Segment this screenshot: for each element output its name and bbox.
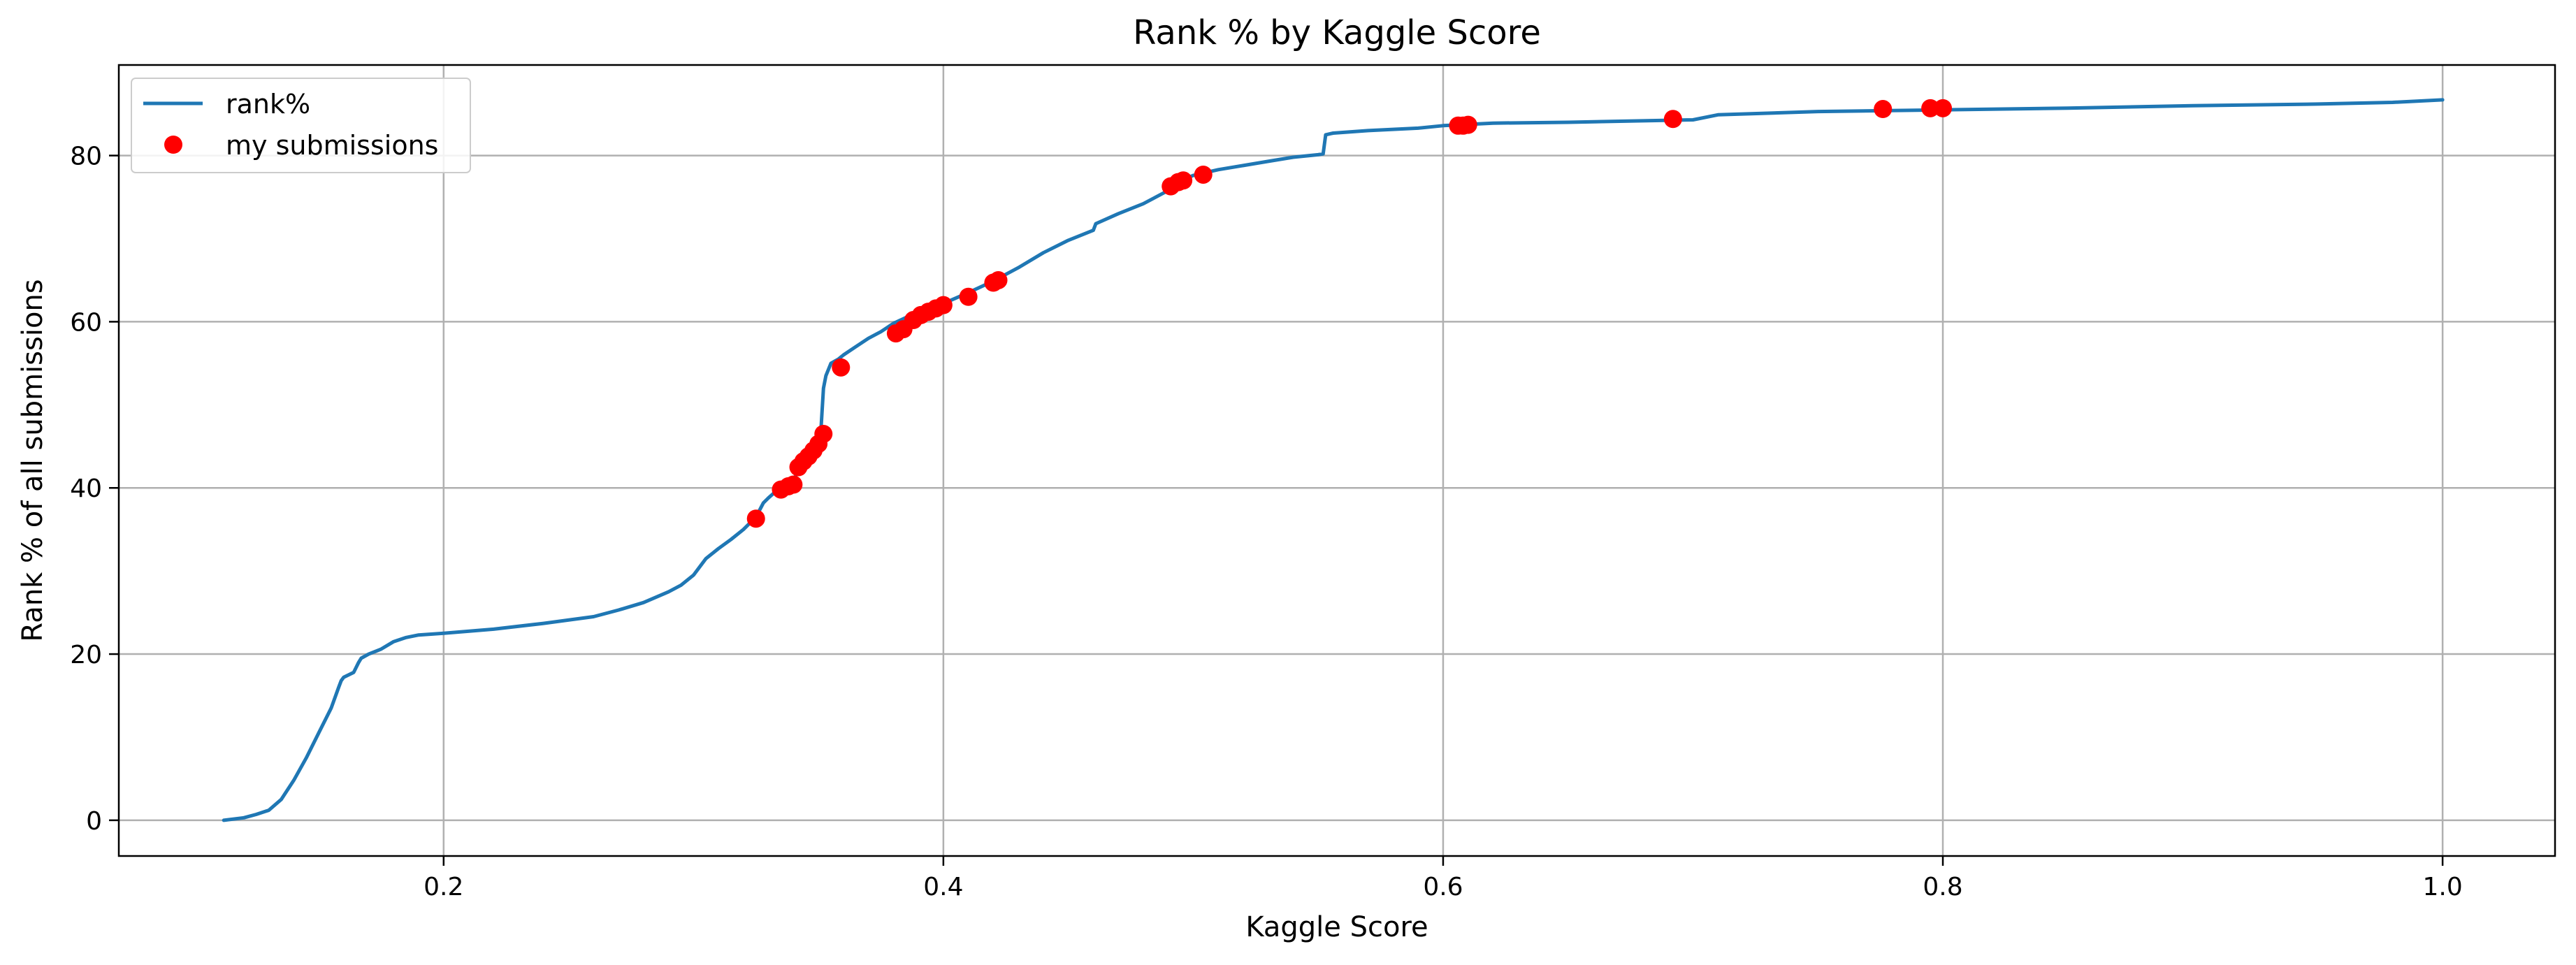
submission-point	[814, 424, 833, 443]
plot-frame	[117, 64, 2556, 857]
y-tick-label: 0	[86, 807, 102, 836]
x-axis-label: Kaggle Score	[1245, 911, 1428, 943]
y-tick-label: 60	[70, 308, 102, 337]
legend-entry-my-submissions: my submissions	[226, 130, 438, 161]
legend-entry-rank: rank%	[226, 89, 310, 119]
rank-line	[222, 98, 2445, 822]
legend: rank% my submissions	[131, 78, 471, 173]
legend-box	[131, 78, 471, 173]
submission-point	[1921, 99, 1940, 117]
y-axis-ticks: 0 20 40 60 80	[70, 143, 119, 836]
legend-dot-swatch	[164, 136, 182, 154]
submission-point	[1663, 110, 1682, 129]
y-tick-label: 80	[70, 143, 102, 171]
x-axis-ticks: 0.2 0.4 0.6 0.8 1.0	[424, 856, 2463, 901]
x-tick-label: 0.6	[1423, 873, 1463, 901]
submission-point	[784, 475, 803, 494]
line-series	[222, 98, 2445, 822]
submission-point	[1194, 165, 1213, 184]
x-tick-label: 1.0	[2422, 873, 2462, 901]
submission-point	[1174, 171, 1193, 190]
submission-point	[989, 270, 1008, 289]
y-tick-label: 20	[70, 641, 102, 669]
submission-point	[959, 287, 978, 306]
submission-point	[1934, 99, 1953, 117]
chart-title: Rank % by Kaggle Score	[1133, 13, 1541, 52]
x-tick-label: 0.8	[1923, 873, 1962, 901]
scatter-series	[746, 99, 1953, 528]
grid	[119, 65, 2555, 856]
x-tick-label: 0.2	[424, 873, 463, 901]
y-axis-label: Rank % of all submissions	[17, 279, 49, 641]
x-tick-label: 0.4	[923, 873, 963, 901]
submission-point	[832, 358, 851, 377]
y-tick-label: 40	[70, 474, 102, 503]
submission-point	[1874, 100, 1893, 119]
submission-point	[746, 509, 765, 528]
submission-point	[934, 296, 953, 314]
submission-point	[1459, 115, 1477, 134]
